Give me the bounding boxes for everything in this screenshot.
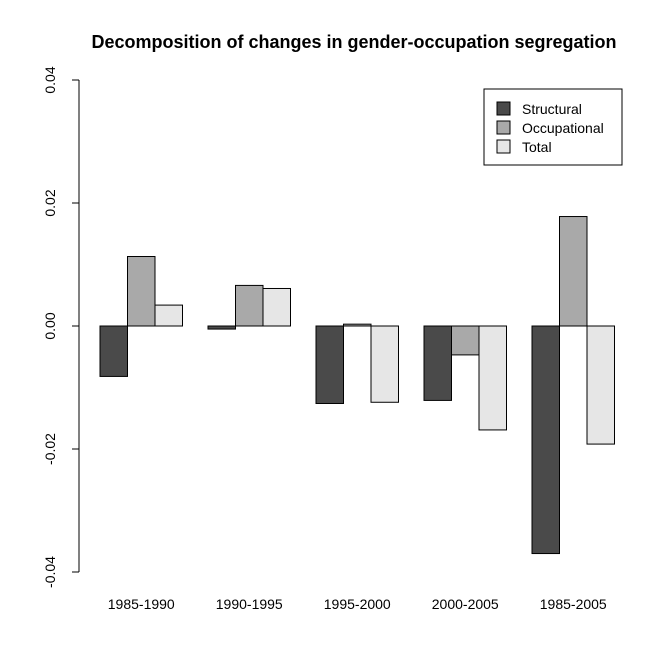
bar-occupational-1985-1990 [127,256,156,327]
y-tick-label: -0.04 [42,556,58,588]
legend-swatch-occupational [496,120,511,135]
bar-occupational-2000-2005 [451,325,480,356]
y-tick-label: 0.00 [42,312,58,339]
bar-occupational-1990-1995 [235,284,264,327]
y-tick-label: 0.02 [42,189,58,216]
y-tick-label: 0.04 [42,66,58,93]
x-tick-label: 1985-2005 [540,596,607,612]
y-tick-label: -0.02 [42,433,58,465]
x-tick-label: 2000-2005 [432,596,499,612]
legend: Structural Occupational Total [483,88,623,166]
bar-structural-1990-1995 [207,325,236,330]
bar-structural-1985-2005 [531,325,560,555]
x-tick-label: 1990-1995 [216,596,283,612]
bar-structural-1985-1990 [99,325,128,377]
legend-label-occupational: Occupational [522,120,604,136]
legend-label-total: Total [522,139,552,155]
legend-swatch-structural [496,101,511,116]
bar-occupational-1985-2005 [559,216,588,327]
bar-total-1985-2005 [586,325,615,445]
x-tick-label: 1985-1990 [108,596,175,612]
bar-total-1995-2000 [370,325,399,403]
bar-total-2000-2005 [478,325,507,431]
chart-title: Decomposition of changes in gender-occup… [91,32,616,52]
bar-total-1985-1990 [154,304,183,327]
legend-swatch-total [496,139,511,154]
legend-label-structural: Structural [522,101,582,117]
x-axis-labels: 1985-1990 1990-1995 1995-2000 2000-2005 1985… [108,596,607,612]
bars-group [99,216,615,555]
bar-total-1990-1995 [262,287,291,327]
x-tick-label: 1995-2000 [324,596,391,612]
bar-structural-2000-2005 [423,325,452,401]
y-axis-ticks: -0.04 -0.02 0.00 0.02 0.04 [42,66,79,588]
bar-occupational-1995-2000 [343,323,372,327]
bar-structural-1995-2000 [315,325,344,404]
